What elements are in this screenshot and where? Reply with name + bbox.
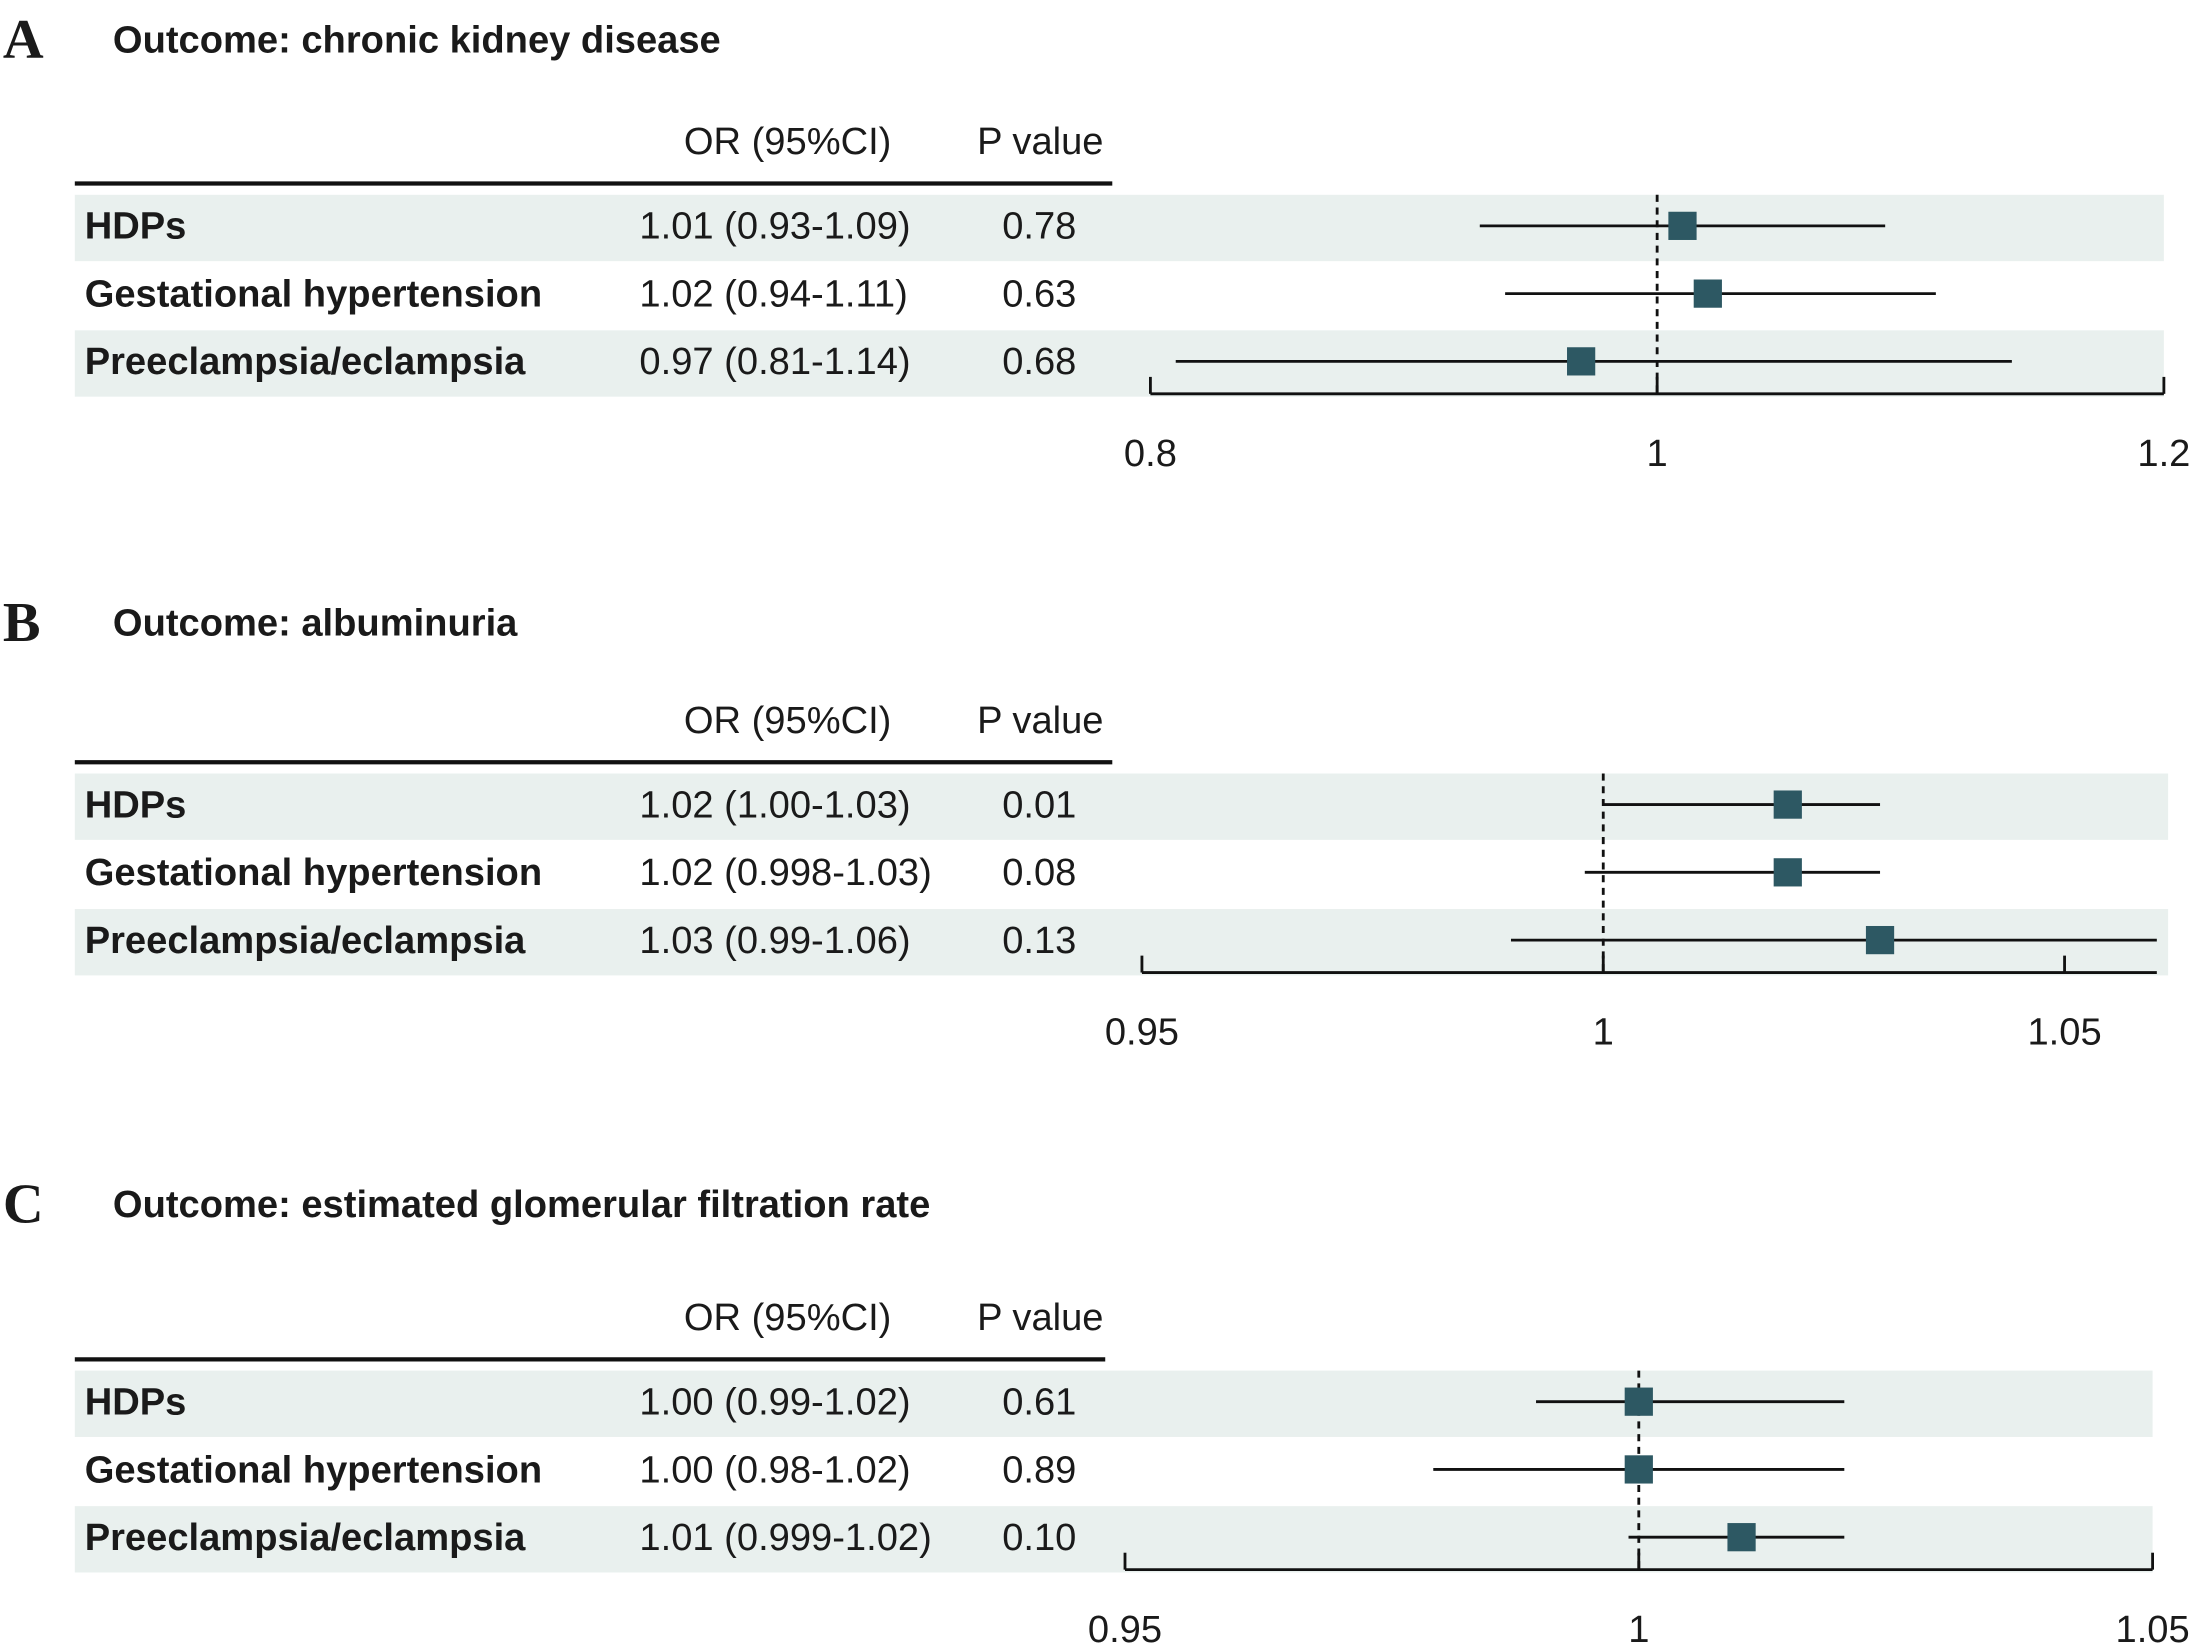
column-header: P value bbox=[977, 121, 1103, 163]
p-value: 0.63 bbox=[1002, 274, 1076, 316]
point-estimate bbox=[1865, 925, 1895, 955]
row-band bbox=[74, 194, 2164, 262]
p-value: 0.61 bbox=[1002, 1382, 1076, 1424]
x-tick-label: 1.05 bbox=[2027, 1012, 2101, 1054]
or-ci: 1.03 (0.99-1.06) bbox=[639, 920, 910, 962]
p-value: 0.78 bbox=[1002, 206, 1076, 248]
row-band bbox=[74, 1370, 2153, 1437]
point-estimate bbox=[1727, 1523, 1756, 1552]
p-value: 0.01 bbox=[1002, 784, 1076, 826]
x-tick-label: 1.2 bbox=[2137, 433, 2190, 475]
row-label: Gestational hypertension bbox=[85, 1449, 542, 1491]
x-tick-label: 1 bbox=[1647, 433, 1668, 475]
panel-title: Outcome: estimated glomerular filtration… bbox=[113, 1184, 930, 1226]
or-ci: 1.02 (0.94-1.11) bbox=[639, 274, 907, 316]
x-tick-label: 0.95 bbox=[1088, 1609, 1162, 1648]
or-ci: 1.00 (0.99-1.02) bbox=[639, 1382, 910, 1424]
panel-title: Outcome: albuminuria bbox=[113, 602, 518, 644]
or-ci: 1.01 (0.999-1.02) bbox=[639, 1517, 931, 1559]
or-ci: 1.00 (0.98-1.02) bbox=[639, 1449, 910, 1491]
point-estimate bbox=[1567, 347, 1596, 376]
row-label: Preeclampsia/eclampsia bbox=[85, 1517, 526, 1559]
column-header: OR (95%CI) bbox=[684, 121, 892, 163]
row-label: HDPs bbox=[85, 1382, 187, 1424]
panel-letter: A bbox=[3, 9, 44, 71]
or-ci: 1.02 (0.998-1.03) bbox=[639, 852, 931, 894]
row-label: HDPs bbox=[85, 206, 187, 248]
point-estimate bbox=[1668, 211, 1697, 240]
point-estimate bbox=[1624, 1387, 1653, 1416]
point-estimate bbox=[1693, 279, 1722, 308]
point-estimate bbox=[1624, 1455, 1653, 1484]
p-value: 0.13 bbox=[1002, 920, 1076, 962]
row-band bbox=[74, 1506, 2153, 1573]
column-header: OR (95%CI) bbox=[684, 1297, 892, 1339]
p-value: 0.89 bbox=[1002, 1449, 1076, 1491]
column-header: P value bbox=[977, 700, 1103, 742]
or-ci: 1.01 (0.93-1.09) bbox=[639, 206, 910, 248]
point-estimate bbox=[1773, 858, 1802, 887]
p-value: 0.68 bbox=[1002, 341, 1076, 383]
p-value: 0.08 bbox=[1002, 852, 1076, 894]
x-tick-label: 0.95 bbox=[1105, 1012, 1179, 1054]
row-label: Preeclampsia/eclampsia bbox=[85, 341, 526, 383]
panel-letter: C bbox=[3, 1174, 44, 1236]
row-label: Preeclampsia/eclampsia bbox=[85, 920, 526, 962]
panel-letter: B bbox=[3, 592, 41, 654]
row-label: Gestational hypertension bbox=[85, 852, 542, 894]
panel-title: Outcome: chronic kidney disease bbox=[113, 19, 721, 61]
column-header: P value bbox=[977, 1297, 1103, 1339]
x-tick-label: 1 bbox=[1628, 1609, 1649, 1648]
row-label: HDPs bbox=[85, 784, 187, 826]
column-header: OR (95%CI) bbox=[684, 700, 892, 742]
x-tick-label: 0.8 bbox=[1124, 433, 1177, 475]
x-tick-label: 1 bbox=[1593, 1012, 1614, 1054]
row-band bbox=[74, 773, 2169, 840]
row-band bbox=[74, 330, 2164, 397]
or-ci: 1.02 (1.00-1.03) bbox=[639, 784, 910, 826]
x-tick-label: 1.05 bbox=[2116, 1609, 2190, 1648]
row-label: Gestational hypertension bbox=[85, 274, 542, 316]
row-band bbox=[74, 909, 2169, 976]
or-ci: 0.97 (0.81-1.14) bbox=[639, 341, 910, 383]
p-value: 0.10 bbox=[1002, 1517, 1076, 1559]
point-estimate bbox=[1773, 790, 1802, 819]
